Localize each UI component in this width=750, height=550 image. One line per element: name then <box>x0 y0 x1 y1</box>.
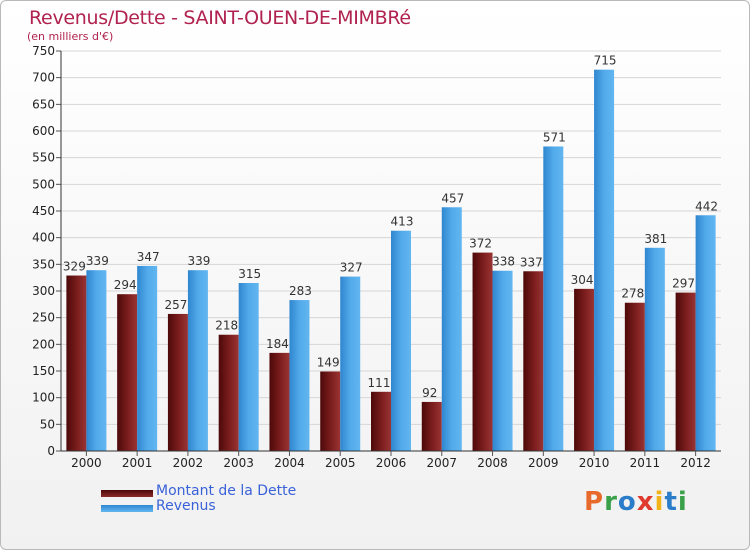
chart-title: Revenus/Dette - SAINT-OUEN-DE-MIMBRé <box>29 7 411 29</box>
bar-debt-2000 <box>66 275 87 451</box>
data-label-debt-2007: 92 <box>422 386 437 400</box>
data-label-revenue-2001: 347 <box>137 250 160 264</box>
logo-letter: i <box>654 487 665 517</box>
bar-debt-2003 <box>218 334 239 451</box>
data-label-debt-2006: 111 <box>368 376 391 390</box>
data-label-debt-2003: 218 <box>215 319 238 333</box>
bar-debt-2007 <box>421 401 442 451</box>
data-label-debt-2011: 278 <box>621 287 644 301</box>
y-tick-label: 750 <box>32 44 55 58</box>
bar-debt-2011 <box>624 302 645 451</box>
data-label-debt-2004: 184 <box>266 337 289 351</box>
bar-debt-2001 <box>117 294 138 451</box>
bar-revenue-2005 <box>340 276 361 451</box>
bar-revenue-2007 <box>441 207 462 451</box>
y-tick-label: 700 <box>32 71 55 85</box>
chart-subtitle: (en milliers d'€) <box>27 30 114 43</box>
bar-revenue-2003 <box>238 283 259 451</box>
logo-letter: t <box>664 487 678 517</box>
x-tick-label: 2011 <box>630 456 661 470</box>
data-label-debt-2012: 297 <box>672 277 695 291</box>
bar-revenue-2006 <box>391 230 411 451</box>
legend-swatch-debt <box>101 490 153 497</box>
legend-label-revenue: Revenus <box>156 498 216 514</box>
bar-debt-2010 <box>574 288 595 451</box>
x-tick-label: 2008 <box>477 456 508 470</box>
x-tick-label: 2006 <box>376 456 407 470</box>
bar-revenue-2008 <box>492 270 513 451</box>
logo-letter: x <box>636 487 655 517</box>
x-tick-label: 2009 <box>528 456 559 470</box>
data-label-revenue-2003: 315 <box>238 267 261 281</box>
proxiti-logo: Proxiti <box>584 487 688 517</box>
x-tick-label: 2005 <box>325 456 356 470</box>
y-tick-label: 350 <box>32 257 55 271</box>
y-tick-label: 250 <box>32 311 55 325</box>
y-tick-label: 200 <box>32 337 55 351</box>
logo-letter: r <box>604 487 618 517</box>
y-tick-label: 500 <box>32 177 55 191</box>
y-tick-label: 600 <box>32 124 55 138</box>
x-tick-label: 2012 <box>680 456 711 470</box>
bar-revenue-2002 <box>187 270 208 451</box>
bar-revenue-2000 <box>86 270 107 451</box>
data-label-revenue-2006: 413 <box>391 215 414 229</box>
x-tick-label: 2002 <box>173 456 204 470</box>
bar-revenue-2009 <box>543 146 564 451</box>
bar-debt-2002 <box>167 313 188 451</box>
legend-item-revenue: Revenus <box>101 498 341 515</box>
logo-letter: P <box>584 487 605 517</box>
data-label-revenue-2002: 339 <box>187 254 210 268</box>
bar-revenue-2011 <box>644 247 665 451</box>
legend-label-debt: Montant de la Dette <box>156 483 297 499</box>
bar-revenue-2004 <box>289 300 310 451</box>
data-label-revenue-2009: 571 <box>543 130 566 144</box>
x-tick-label: 2010 <box>579 456 610 470</box>
data-label-debt-2002: 257 <box>164 298 187 312</box>
data-label-revenue-2011: 381 <box>644 232 667 246</box>
data-label-revenue-2004: 283 <box>289 284 312 298</box>
y-tick-label: 550 <box>32 151 55 165</box>
x-tick-label: 2001 <box>122 456 153 470</box>
y-tick-label: 50 <box>40 417 55 431</box>
bar-revenue-2001 <box>137 265 158 451</box>
data-label-revenue-2000: 339 <box>86 254 109 268</box>
data-label-revenue-2007: 457 <box>441 191 464 205</box>
data-label-debt-2005: 149 <box>317 356 340 370</box>
bar-debt-2005 <box>320 371 341 451</box>
bar-revenue-2012 <box>695 215 716 451</box>
y-tick-label: 300 <box>32 284 55 298</box>
data-label-revenue-2005: 327 <box>340 261 363 275</box>
data-label-revenue-2010: 715 <box>594 54 617 68</box>
legend-item-debt: Montant de la Dette <box>101 483 341 500</box>
y-tick-label: 450 <box>32 204 55 218</box>
bar-debt-2012 <box>675 292 696 451</box>
logo-letter: i <box>677 487 688 517</box>
y-tick-label: 150 <box>32 364 55 378</box>
bar-debt-2006 <box>371 391 391 451</box>
x-tick-label: 2004 <box>274 456 305 470</box>
x-tick-label: 2003 <box>223 456 254 470</box>
legend-swatch-revenue <box>101 505 153 512</box>
y-tick-label: 400 <box>32 231 55 245</box>
data-label-revenue-2008: 338 <box>492 255 515 269</box>
logo-letter: o <box>617 487 637 517</box>
bar-debt-2009 <box>523 271 544 451</box>
data-label-debt-2008: 372 <box>469 237 492 251</box>
bar-revenue-2010 <box>594 69 615 452</box>
y-tick-label: 650 <box>32 97 55 111</box>
data-label-revenue-2012: 442 <box>695 199 718 213</box>
bar-debt-2008 <box>472 252 493 451</box>
data-label-debt-2001: 294 <box>114 278 137 292</box>
bar-debt-2004 <box>269 352 290 451</box>
x-tick-label: 2007 <box>426 456 457 470</box>
x-tick-label: 2000 <box>71 456 102 470</box>
y-tick-label: 0 <box>47 444 55 458</box>
data-label-debt-2010: 304 <box>571 273 594 287</box>
data-label-debt-2000: 329 <box>63 260 86 274</box>
data-label-debt-2009: 337 <box>520 255 543 269</box>
y-tick-label: 100 <box>32 391 55 405</box>
